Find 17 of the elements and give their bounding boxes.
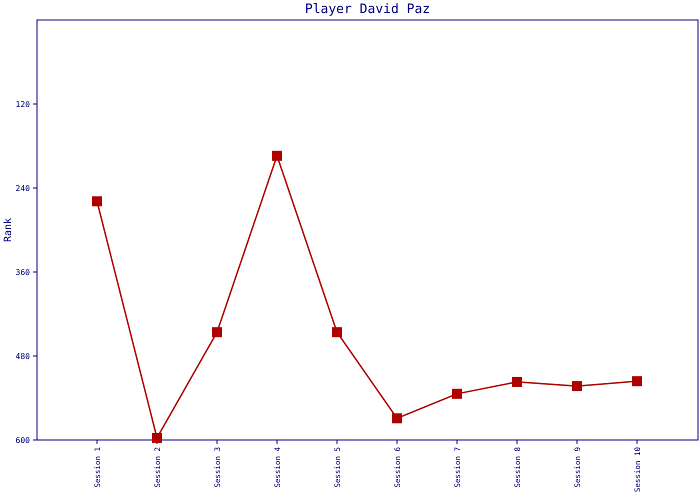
y-tick-label: 240 bbox=[16, 184, 30, 193]
point bbox=[512, 376, 522, 387]
point bbox=[152, 432, 162, 443]
y-tick-label: 120 bbox=[16, 100, 30, 109]
chart-title: Player David Paz bbox=[304, 2, 430, 17]
point bbox=[392, 413, 402, 424]
y-tick-label: 480 bbox=[16, 352, 30, 361]
point bbox=[452, 388, 462, 399]
point bbox=[272, 150, 282, 161]
point bbox=[632, 376, 642, 386]
point bbox=[212, 327, 222, 338]
y-tick-label: 600 bbox=[16, 436, 30, 445]
point bbox=[92, 196, 102, 206]
y-axis-title: Rank bbox=[3, 218, 14, 242]
point bbox=[332, 327, 342, 338]
point bbox=[572, 381, 582, 392]
y-tick-label: 360 bbox=[16, 268, 30, 277]
